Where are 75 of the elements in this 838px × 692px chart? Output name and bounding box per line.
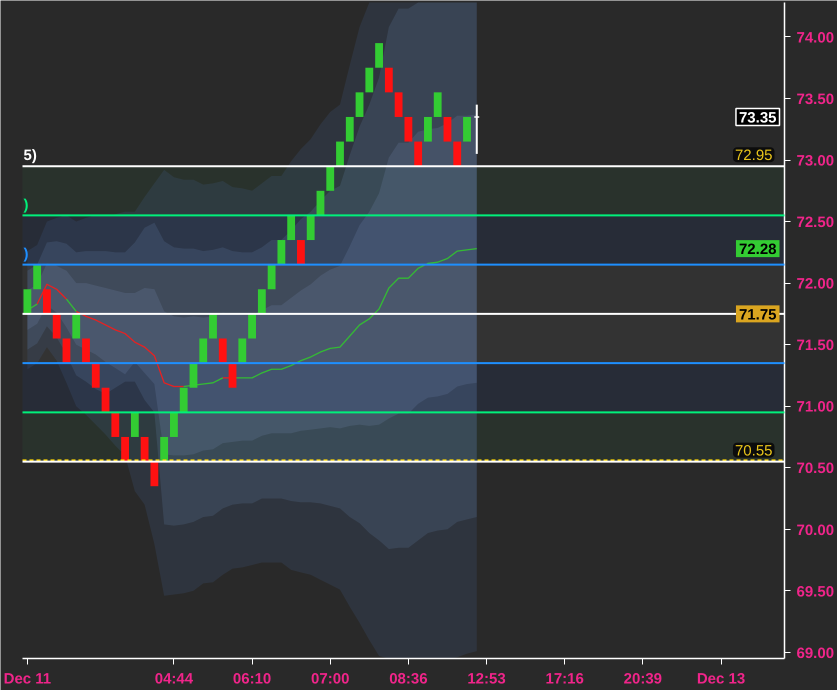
y-tick-label: 73.00 — [796, 152, 834, 170]
y-tick-label: 70.50 — [796, 460, 834, 478]
candlestick — [297, 240, 305, 265]
candlestick — [111, 412, 120, 437]
y-tick-label: 71.00 — [796, 398, 834, 416]
candlestick — [92, 363, 100, 388]
candlestick — [326, 166, 334, 191]
candlestick — [394, 92, 403, 117]
x-tick-label: 20:39 — [624, 670, 662, 688]
candlestick — [62, 338, 70, 364]
candlestick — [384, 68, 393, 92]
annotation: ) — [24, 196, 28, 214]
candlestick — [316, 190, 324, 216]
candlestick — [130, 412, 139, 437]
candlestick — [43, 289, 51, 314]
ref-line-label: 70.55 — [734, 442, 773, 460]
y-tick-label: 72.00 — [796, 276, 834, 293]
candlestick — [228, 363, 236, 388]
candlestick — [356, 92, 364, 117]
candlestick — [268, 264, 276, 290]
candlestick — [102, 388, 110, 412]
candlestick — [180, 388, 188, 412]
annotation: 71.75 — [738, 306, 777, 324]
candlestick — [33, 264, 42, 290]
x-tick-label: Dec 11 — [4, 670, 52, 688]
candlestick — [336, 142, 344, 166]
candlestick — [404, 116, 412, 142]
candlestick — [72, 314, 80, 338]
candlestick — [140, 436, 149, 462]
annotation: 5) — [24, 147, 37, 164]
candlestick — [444, 116, 452, 142]
y-tick-label: 71.50 — [796, 337, 834, 354]
line-series — [76, 310, 184, 388]
candlestick — [238, 338, 246, 364]
y-tick-label: 73.50 — [796, 91, 834, 108]
y-tick-label: 69.00 — [796, 644, 834, 662]
candlestick — [277, 240, 286, 265]
candlestick — [121, 436, 129, 462]
annotation: 73.35 — [738, 109, 777, 126]
candlestick — [160, 436, 168, 462]
y-tick-label: 74.00 — [796, 29, 834, 46]
candlestick — [306, 215, 315, 240]
candlestick — [170, 412, 178, 437]
x-tick-label: 07:00 — [311, 670, 350, 688]
y-tick-label: 69.50 — [796, 583, 834, 600]
x-tick-label: 17:16 — [546, 670, 584, 688]
candlestick — [199, 338, 208, 364]
candlestick — [375, 43, 383, 68]
x-tick-label: 04:44 — [154, 670, 194, 688]
candlestick — [190, 363, 198, 388]
candlestick — [434, 92, 442, 117]
candlestick — [414, 142, 422, 166]
candlestick — [248, 314, 256, 338]
candlestick — [463, 116, 471, 142]
candlestick — [150, 462, 158, 486]
candlestick — [453, 142, 462, 166]
candlestick — [23, 289, 32, 314]
candlestick — [287, 215, 296, 240]
annotation: 72.28 — [738, 241, 777, 258]
candlestick — [52, 314, 61, 338]
ref-line-label: 72.95 — [734, 147, 773, 164]
candlestick — [365, 68, 374, 92]
x-tick-label: Dec 13 — [696, 670, 746, 688]
annotation: ) — [24, 246, 28, 263]
y-tick-label: 70.00 — [796, 522, 834, 539]
candlestick — [258, 289, 266, 314]
x-tick-label: 12:53 — [467, 670, 506, 688]
candlestick — [82, 338, 90, 364]
x-tick-label: 08:36 — [389, 670, 428, 688]
x-tick-label: 06:10 — [232, 670, 272, 688]
candlestick — [209, 314, 217, 338]
candlestick — [218, 338, 227, 364]
y-tick-label: 72.50 — [796, 214, 834, 232]
candlestick — [424, 116, 432, 142]
candlestick — [346, 116, 354, 142]
